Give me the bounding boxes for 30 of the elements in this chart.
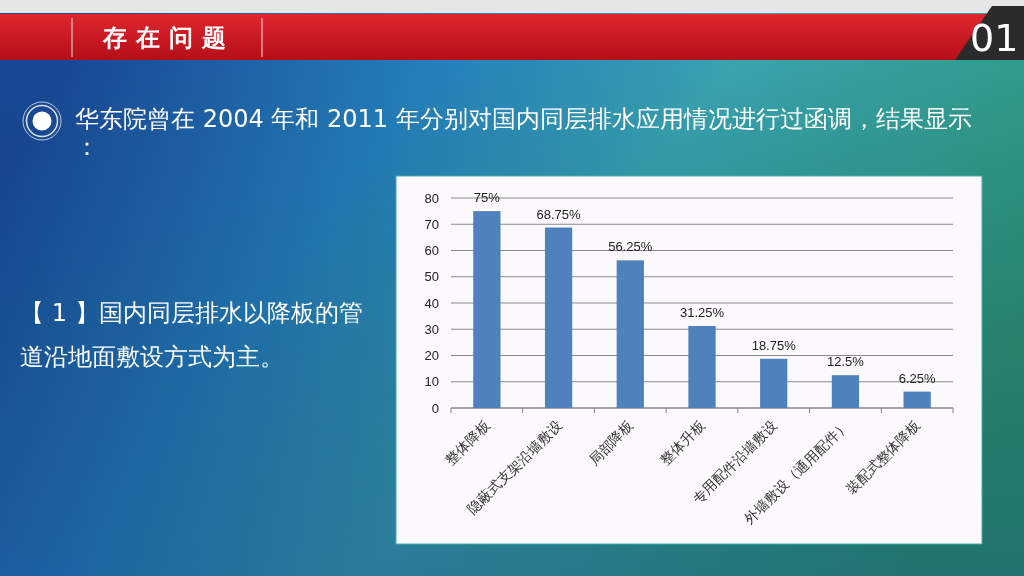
x-tick-label: 整体升板 xyxy=(657,416,709,468)
y-tick-label: 10 xyxy=(424,374,439,390)
y-tick-label: 30 xyxy=(424,321,439,337)
data-label: 75% xyxy=(473,190,501,206)
y-tick-label: 70 xyxy=(424,216,439,232)
y-tick-label: 40 xyxy=(424,295,439,311)
x-tick-label: 整体降板 xyxy=(442,416,493,468)
data-label: 31.25% xyxy=(679,304,725,320)
y-tick-label: 20 xyxy=(424,348,439,363)
data-label: 6.25% xyxy=(898,370,937,386)
data-label: 56.25% xyxy=(608,239,653,255)
text: 存在问题 xyxy=(102,24,235,52)
data-label: 12.5% xyxy=(826,354,865,370)
bar xyxy=(903,391,931,408)
y-tick-label: 80 xyxy=(424,190,439,206)
y-tick-label: 0 xyxy=(431,400,439,416)
data-label: 18.75% xyxy=(751,337,797,353)
y-tick-label: 50 xyxy=(424,269,439,285)
bar xyxy=(688,325,716,408)
bar xyxy=(760,358,788,408)
bar xyxy=(831,375,860,408)
chart-subtitle: 华东院曾在 2004 年和 2011 年分别对国内同层排水应用情况进行过函调，结果显示： xyxy=(75,105,972,161)
text: 【 1 】国内同层排水以降板的管道沿地面敷设方式为主。 xyxy=(20,299,363,371)
bar xyxy=(616,260,644,408)
bar xyxy=(544,227,573,408)
x-tick-label: 局部降板 xyxy=(585,416,637,468)
text: 01 xyxy=(970,16,1019,60)
y-tick-label: 60 xyxy=(424,243,439,258)
data-label: 68.75% xyxy=(536,206,582,222)
bar xyxy=(473,211,501,408)
